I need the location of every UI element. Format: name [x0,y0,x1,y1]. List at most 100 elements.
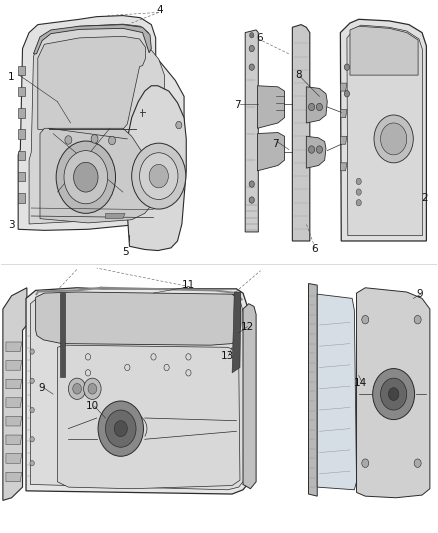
Polygon shape [18,172,25,181]
Text: 3: 3 [8,220,15,230]
Polygon shape [308,284,317,496]
Polygon shape [18,15,184,230]
Circle shape [249,45,254,52]
Text: 7: 7 [234,100,240,110]
Circle shape [316,103,322,111]
Polygon shape [6,361,21,370]
Polygon shape [26,288,250,494]
Circle shape [356,189,361,195]
Circle shape [88,383,97,394]
Circle shape [30,378,34,383]
Circle shape [356,178,361,184]
Circle shape [308,146,314,154]
Polygon shape [6,379,21,389]
Polygon shape [35,292,241,345]
Circle shape [249,181,254,187]
Polygon shape [340,110,347,118]
Circle shape [73,383,81,394]
Circle shape [149,165,168,188]
Polygon shape [18,108,25,118]
Polygon shape [6,454,21,463]
Circle shape [356,199,361,206]
Polygon shape [125,86,186,251]
Text: 14: 14 [354,378,367,389]
Polygon shape [340,163,347,171]
Polygon shape [29,24,164,224]
Polygon shape [243,304,256,489]
Polygon shape [33,25,151,54]
Circle shape [414,316,421,324]
Circle shape [249,197,254,203]
Circle shape [176,122,182,129]
Text: 7: 7 [272,139,279,149]
Circle shape [30,461,34,466]
Polygon shape [6,398,21,407]
Polygon shape [6,435,21,445]
Polygon shape [57,345,240,489]
Polygon shape [350,26,418,75]
Polygon shape [340,83,347,91]
Text: 12: 12 [241,321,254,332]
Circle shape [30,437,34,442]
Circle shape [373,368,415,419]
Circle shape [64,151,108,204]
Circle shape [362,459,369,467]
Polygon shape [6,472,21,482]
Polygon shape [30,293,244,490]
Polygon shape [258,133,285,171]
Text: 9: 9 [417,289,423,299]
Circle shape [56,141,116,213]
Circle shape [308,103,314,111]
Polygon shape [292,25,310,241]
Circle shape [381,123,407,155]
Polygon shape [6,342,21,352]
Circle shape [68,378,86,399]
Text: 10: 10 [86,401,99,411]
Polygon shape [6,416,21,426]
Polygon shape [106,213,125,219]
Circle shape [74,163,98,192]
Circle shape [344,91,350,97]
Polygon shape [317,294,357,490]
Polygon shape [18,66,25,75]
Circle shape [249,64,254,70]
Polygon shape [245,30,258,232]
Circle shape [106,410,136,447]
Polygon shape [258,86,285,128]
Circle shape [316,146,322,154]
Circle shape [344,64,350,70]
Circle shape [132,143,186,209]
Text: 9: 9 [39,383,46,393]
Polygon shape [306,87,327,123]
Polygon shape [340,19,426,241]
Circle shape [84,378,101,399]
Circle shape [114,421,127,437]
Circle shape [362,316,369,324]
Polygon shape [232,292,241,373]
Circle shape [250,33,254,38]
Text: 8: 8 [295,70,302,80]
Polygon shape [40,128,153,223]
Polygon shape [18,130,25,139]
Text: 6: 6 [256,33,262,43]
Circle shape [91,135,98,143]
Circle shape [98,401,144,456]
Polygon shape [306,136,326,168]
Polygon shape [38,36,146,130]
Circle shape [389,387,399,400]
Text: 1: 1 [8,72,15,82]
Text: 13: 13 [221,351,234,361]
Polygon shape [340,136,347,144]
Circle shape [140,153,178,199]
Text: 4: 4 [157,5,163,15]
Polygon shape [18,87,25,96]
Polygon shape [18,193,25,203]
Polygon shape [18,151,25,160]
Polygon shape [347,25,423,236]
Text: 6: 6 [311,245,318,254]
Polygon shape [357,288,430,498]
Text: 5: 5 [122,247,128,256]
Text: 11: 11 [182,280,195,290]
Circle shape [65,136,72,144]
Circle shape [30,407,34,413]
